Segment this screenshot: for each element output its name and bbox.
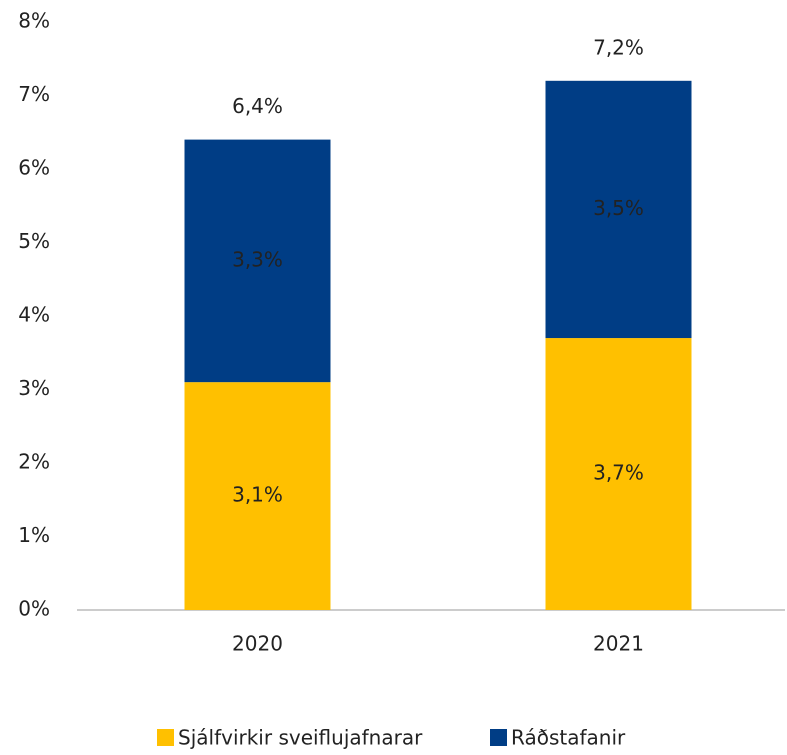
bar-segment <box>545 338 692 610</box>
y-tick-label: 6% <box>18 156 50 180</box>
total-label: 6,4% <box>232 94 283 118</box>
bar-segment <box>545 80 692 339</box>
y-tick-label: 8% <box>18 9 50 33</box>
total-label: 7,2% <box>593 35 644 59</box>
legend-label: Ráðstafanir <box>511 726 626 750</box>
y-tick-label: 3% <box>18 376 50 400</box>
bar-segment <box>184 382 331 610</box>
x-tick-label: 2021 <box>593 632 644 656</box>
y-tick-label: 2% <box>18 450 50 474</box>
data-label: 3,5% <box>593 196 644 220</box>
bar-segment <box>184 139 331 383</box>
x-tick-label: 2020 <box>232 632 283 656</box>
y-tick-label: 1% <box>18 523 50 547</box>
y-tick-label: 5% <box>18 229 50 253</box>
y-tick-label: 4% <box>18 303 50 327</box>
legend-swatch <box>490 729 507 746</box>
y-tick-label: 0% <box>18 597 50 621</box>
y-tick-label: 7% <box>18 82 50 106</box>
data-label: 3,1% <box>232 483 283 507</box>
data-label: 3,3% <box>232 247 283 271</box>
legend-label: Sjálfvirkir sveiflujafnarar <box>178 726 423 750</box>
data-label: 3,7% <box>593 461 644 485</box>
legend-swatch <box>157 729 174 746</box>
